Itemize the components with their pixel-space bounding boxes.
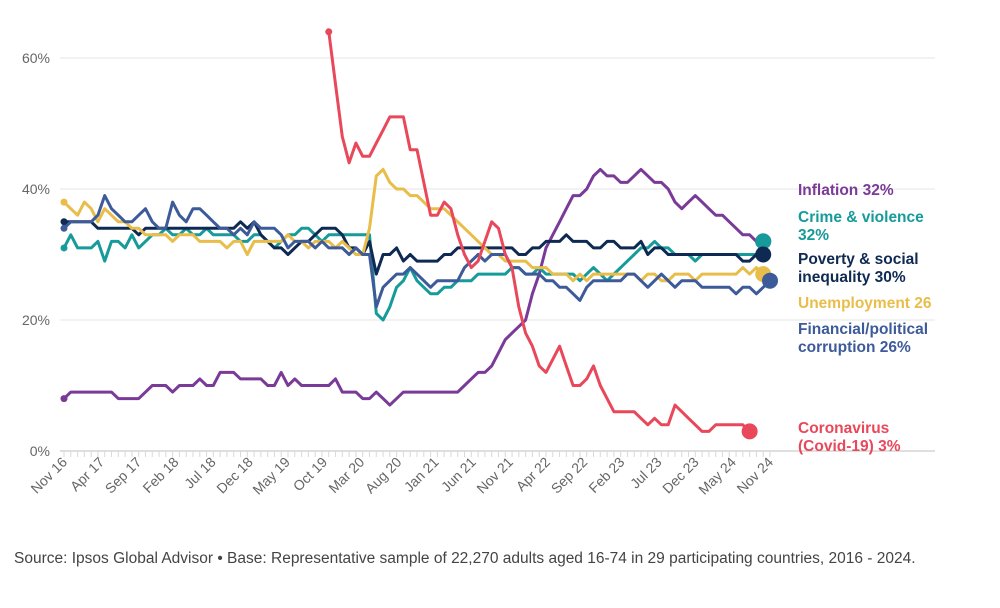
x-tick-label: Jun 21 [438,454,479,495]
x-tick-label: Jan 21 [401,454,442,495]
x-tick-label: Mar 20 [325,454,367,496]
x-tick-label: Dec 23 [659,454,702,497]
x-tick-label: May 19 [249,454,293,498]
x-tick-label: Dec 18 [213,454,256,497]
x-tick-label: Apr 17 [67,454,108,495]
legend-label: corruption 26% [798,339,911,356]
source-note: Source: Ipsos Global Advisor • Base: Rep… [14,550,916,567]
x-tick-label: Apr 22 [513,454,554,495]
x-tick-label: Nov 21 [473,454,516,497]
series-end-point [755,246,772,263]
y-tick-label: 40% [22,181,50,197]
gridlines [60,57,935,452]
legend-label: Inflation 32% [798,182,894,199]
y-tick-label: 20% [22,312,50,328]
series-end-point [755,233,772,250]
x-tick-label: May 24 [695,454,739,498]
series-line-poverty-social-inequality [62,220,765,276]
legend-label: (Covid-19) 3% [798,438,901,455]
series-start-point [60,218,68,226]
y-tick-label: 0% [30,443,50,459]
legend-label: inequality 30% [798,269,906,286]
x-tick-label: Nov 16 [27,454,70,497]
x-tick-label: Sep 22 [548,454,591,497]
legend-label: 32% [798,227,829,244]
x-tick-label: Nov 24 [733,454,776,497]
x-tick-label: Feb 18 [139,454,181,496]
x-tick-label: Oct 19 [290,454,331,495]
series-start-point [60,395,68,403]
series-start-point [60,224,68,232]
x-tick-label: Sep 17 [102,454,145,497]
y-tick-label: 60% [22,50,50,66]
series-endpoints [60,28,778,440]
chart: 0% 20% 40% 60% Nov 16 Apr 17 Sep 17 Feb 18 Jul … [22,28,935,498]
series-start-point [60,198,68,206]
series-start-point [60,244,68,252]
series-line-crime-violence [62,226,765,322]
series-end-point [741,423,758,440]
legend-label: Poverty & social [798,251,919,268]
series-line-unemployment [62,167,765,283]
series-line-inflation [62,167,765,407]
legend-label: Coronavirus [798,420,889,437]
series-line-financial-political-corruption [62,194,772,309]
x-tick-label: Aug 20 [362,454,405,497]
series-start-point [325,28,333,36]
series-line-coronavirus-covid-19- [327,30,752,433]
x-tick-label: Feb 23 [585,454,627,496]
legend-label: Crime & violence [798,209,924,226]
legend-label: Unemployment 26 [798,295,932,312]
legend-label: Financial/political [798,321,928,338]
series-lines [62,30,772,433]
y-axis: 0% 20% 40% 60% [22,50,50,459]
series-end-point [762,272,778,289]
